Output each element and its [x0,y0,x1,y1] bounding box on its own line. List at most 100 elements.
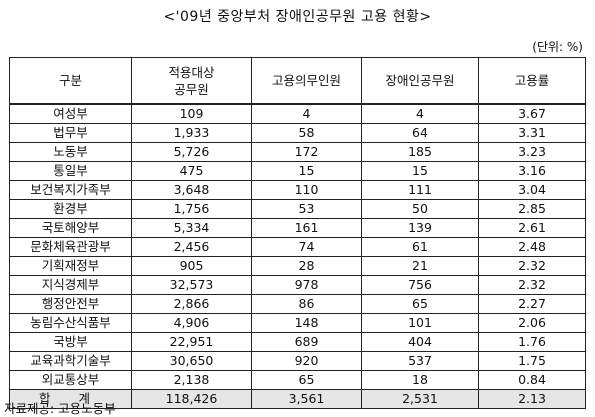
total-employment-rate-cell: 2.13 [478,389,586,409]
target-officials-cell: 2,138 [131,370,252,390]
disabled-officials-cell: 64 [361,123,479,143]
table-row: 교육과학기술부 30,650 920 537 1.75 [9,351,586,371]
mandatory-quota-cell: 148 [251,313,362,333]
employment-table: 구분 적용대상 공무원 고용의무인원 장애인공무원 고용률 여성부 109 4 4 3.… [9,57,586,409]
table-row: 행정안전부 2,866 86 65 2.27 [9,294,586,314]
disabled-officials-cell: 756 [361,275,479,295]
disabled-officials-cell: 18 [361,370,479,390]
target-officials-cell: 475 [131,161,252,181]
target-officials-cell: 30,650 [131,351,252,371]
employment-rate-cell: 1.75 [478,351,586,371]
ministry-name-cell: 문화체육관광부 [9,237,132,257]
target-officials-cell: 1,756 [131,199,252,219]
header-target-officials: 적용대상 공무원 [131,57,252,105]
target-officials-cell: 3,648 [131,180,252,200]
table-row: 여성부 109 4 4 3.67 [9,103,586,124]
disabled-officials-cell: 537 [361,351,479,371]
total-disabled-officials-cell: 2,531 [361,389,479,409]
employment-rate-cell: 2.32 [478,275,586,295]
mandatory-quota-cell: 978 [251,275,362,295]
target-officials-cell: 5,726 [131,142,252,162]
table-row: 국방부 22,951 689 404 1.76 [9,332,586,352]
header-employment-rate: 고용률 [478,57,586,105]
disabled-officials-cell: 15 [361,161,479,181]
header-category: 구분 [9,57,132,105]
mandatory-quota-cell: 58 [251,123,362,143]
employment-rate-cell: 3.23 [478,142,586,162]
mandatory-quota-cell: 689 [251,332,362,352]
ministry-name-cell: 지식경제부 [9,275,132,295]
ministry-name-cell: 환경부 [9,199,132,219]
unit-note: (단위: %) [532,40,583,54]
header-row: 구분 적용대상 공무원 고용의무인원 장애인공무원 고용률 [9,57,586,105]
table-row: 농림수산식품부 4,906 148 101 2.06 [9,313,586,333]
ministry-name-cell: 기획재정부 [9,256,132,276]
target-officials-cell: 1,933 [131,123,252,143]
ministry-name-cell: 법무부 [9,123,132,143]
mandatory-quota-cell: 74 [251,237,362,257]
target-officials-cell: 5,334 [131,218,252,238]
employment-rate-cell: 2.61 [478,218,586,238]
employment-rate-cell: 3.04 [478,180,586,200]
total-ministry-name-cell: 합 계 [9,389,132,409]
ministry-name-cell: 여성부 [9,103,132,124]
target-officials-cell: 109 [131,103,252,124]
disabled-officials-cell: 61 [361,237,479,257]
ministry-name-cell: 국방부 [9,332,132,352]
employment-rate-cell: 0.84 [478,370,586,390]
employment-rate-cell: 3.67 [478,103,586,124]
ministry-name-cell: 농림수산식품부 [9,313,132,333]
ministry-name-cell: 노동부 [9,142,132,162]
target-officials-cell: 4,906 [131,313,252,333]
table-row: 법무부 1,933 58 64 3.31 [9,123,586,143]
header-disabled-officials: 장애인공무원 [361,57,479,105]
employment-rate-cell: 2.27 [478,294,586,314]
total-mandatory-quota-cell: 3,561 [251,389,362,409]
table-row: 국토해양부 5,334 161 139 2.61 [9,218,586,238]
target-officials-cell: 22,951 [131,332,252,352]
mandatory-quota-cell: 53 [251,199,362,219]
header-mandatory-quota: 고용의무인원 [251,57,362,105]
target-officials-cell: 2,456 [131,237,252,257]
disabled-officials-cell: 185 [361,142,479,162]
mandatory-quota-cell: 65 [251,370,362,390]
disabled-officials-cell: 101 [361,313,479,333]
source-note: 자료제공: 고용노동부 [4,401,116,416]
employment-rate-cell: 2.06 [478,313,586,333]
disabled-officials-cell: 404 [361,332,479,352]
ministry-name-cell: 국토해양부 [9,218,132,238]
table-row: 지식경제부 32,573 978 756 2.32 [9,275,586,295]
mandatory-quota-cell: 4 [251,103,362,124]
mandatory-quota-cell: 110 [251,180,362,200]
disabled-officials-cell: 111 [361,180,479,200]
ministry-name-cell: 행정안전부 [9,294,132,314]
mandatory-quota-cell: 172 [251,142,362,162]
target-officials-cell: 32,573 [131,275,252,295]
table-title: <'09년 중앙부처 장애인공무원 고용 현황> [163,9,432,25]
employment-rate-cell: 1.76 [478,332,586,352]
disabled-officials-cell: 65 [361,294,479,314]
table-row: 기획재정부 905 28 21 2.32 [9,256,586,276]
mandatory-quota-cell: 161 [251,218,362,238]
disabled-officials-cell: 50 [361,199,479,219]
employment-rate-cell: 2.48 [478,237,586,257]
disabled-officials-cell: 4 [361,103,479,124]
table-row: 보건복지가족부 3,648 110 111 3.04 [9,180,586,200]
table-row: 통일부 475 15 15 3.16 [9,161,586,181]
employment-rate-cell: 3.16 [478,161,586,181]
ministry-name-cell: 외교통상부 [9,370,132,390]
total-row: 합 계 118,426 3,561 2,531 2.13 [9,389,586,409]
mandatory-quota-cell: 15 [251,161,362,181]
employment-rate-cell: 3.31 [478,123,586,143]
disabled-officials-cell: 139 [361,218,479,238]
total-target-officials-cell: 118,426 [131,389,252,409]
mandatory-quota-cell: 28 [251,256,362,276]
mandatory-quota-cell: 920 [251,351,362,371]
table-row: 노동부 5,726 172 185 3.23 [9,142,586,162]
ministry-name-cell: 통일부 [9,161,132,181]
mandatory-quota-cell: 86 [251,294,362,314]
ministry-name-cell: 교육과학기술부 [9,351,132,371]
target-officials-cell: 905 [131,256,252,276]
employment-rate-cell: 2.85 [478,199,586,219]
table-row: 환경부 1,756 53 50 2.85 [9,199,586,219]
